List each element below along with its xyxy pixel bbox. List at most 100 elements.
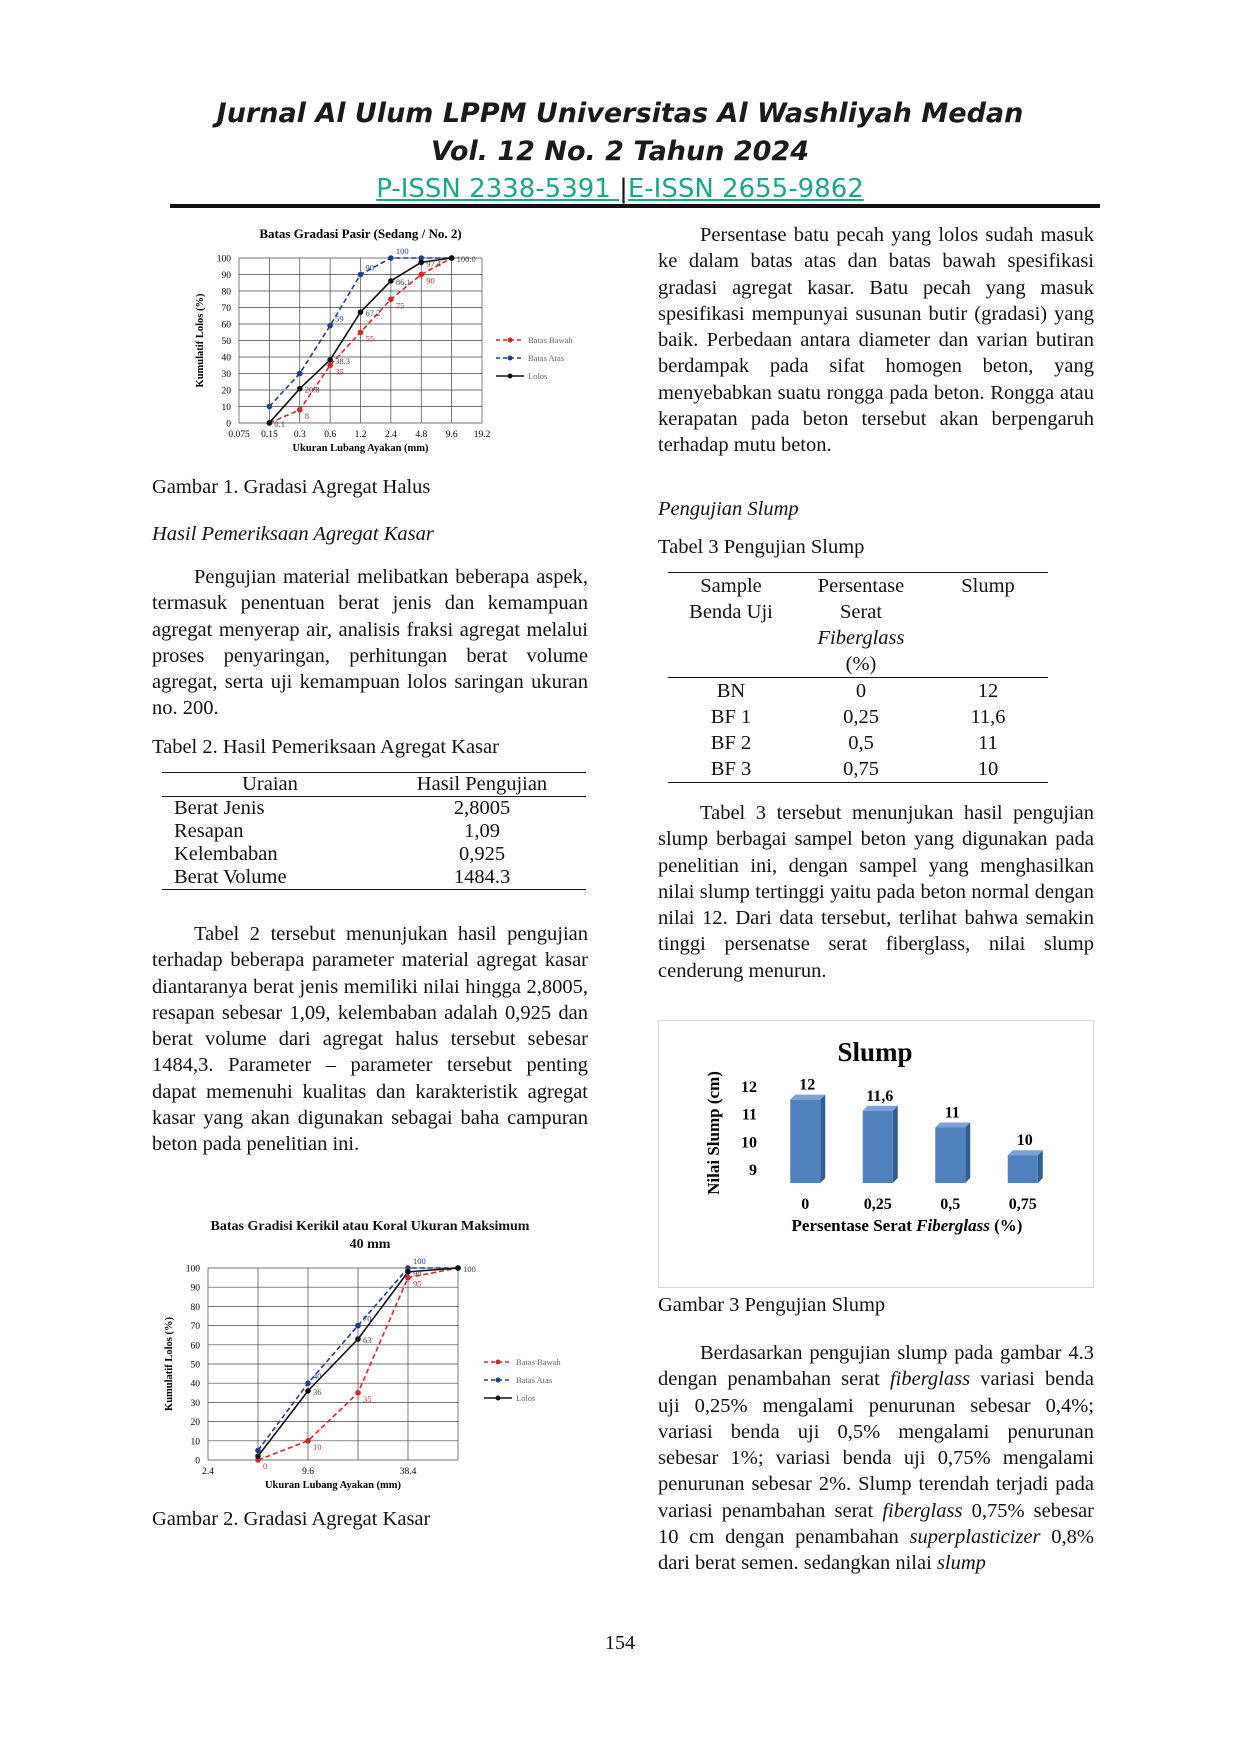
figure1-title: Batas Gradasi Pasir (Sedang / No. 2) (259, 226, 461, 241)
figure2-data-point (355, 1390, 361, 1396)
figure2-data-point (255, 1453, 261, 1459)
figure1-ytick-label: 0 (226, 420, 231, 430)
issn-separator: | (619, 174, 628, 204)
figure1-xlabel: Ukuran Lubang Ayakan (mm) (292, 443, 429, 454)
figure3-xlabel: Persentase Serat Fiberglass (%) (792, 1216, 1023, 1235)
figure2-ytick-label: 50 (191, 1361, 201, 1371)
table3-row: BF 1 0,25 11,6 (668, 704, 1048, 730)
figure3-bar-top (862, 1105, 898, 1111)
figure1-ytick-label: 50 (222, 337, 232, 347)
figure3-ytick-label: 10 (741, 1134, 757, 1151)
figure1-chart: Batas Gradasi Pasir (Sedang / No. 2) 0 10 2… (195, 226, 573, 454)
figure2-data-point (305, 1380, 311, 1386)
figure2-chart-title: Batas Gradisi Kerikil atau Koral Ukuran … (210, 1219, 530, 1252)
paragraph-table2-text: Tabel 2 tersebut menunjukan hasil penguj… (152, 923, 588, 1156)
figure1-legend-label: Batas Atas (528, 353, 564, 363)
figure1-data-point (388, 255, 394, 261)
table2-row: Resapan 1,09 (162, 820, 586, 843)
figure3-ytick-label: 12 (741, 1079, 757, 1096)
figure2-data-label: 95 (413, 1279, 422, 1289)
figure1-data-label: 75 (396, 300, 405, 310)
table3-cell-persentase: 0,25 (843, 706, 879, 728)
section-heading-kasar: Hasil Pemeriksaan Agregat Kasar (152, 523, 434, 545)
table3-header-persentase-l2: Serat (839, 601, 883, 623)
table2-cell-hasil: 2,8005 (453, 797, 511, 819)
figure1-data-point (327, 362, 333, 369)
figure1-data-point (296, 407, 303, 413)
table3-cell-slump: 11,6 (970, 706, 1006, 728)
table3-cell-sample: BF 3 (710, 758, 752, 780)
figure3-bar-side (892, 1105, 898, 1183)
figure1-data-point (266, 420, 273, 426)
figure1-data-label: 97.4 (426, 258, 442, 268)
table3-header-sample-l2: Benda Uji (689, 601, 773, 623)
page-number: 154 (605, 1632, 635, 1654)
figure1-data-point (418, 255, 425, 261)
figure2-xtick-label: 2.4 (202, 1467, 214, 1477)
figure3-xtick-label: 0 (801, 1196, 809, 1213)
table2-cell-uraian: Berat Volume (174, 866, 287, 888)
figure1-legend-label: Batas Bawah (528, 335, 573, 345)
figure3-bar-top (790, 1094, 826, 1100)
figure2-ylabel: Kumulatif Lolos (%) (164, 1317, 175, 1411)
figure3-bar-side (1037, 1150, 1043, 1183)
slump-text-3-italic: superplasticizer (909, 1526, 1041, 1549)
figure1-ytick-label: 20 (222, 387, 232, 397)
table3-row: BF 3 0,75 10 (668, 756, 1048, 783)
figure1-data-label: 35 (335, 366, 344, 376)
figure3-bar-top (935, 1122, 971, 1128)
figure1-ytick-label: 100 (217, 255, 232, 265)
figure2-data-label: 98 (413, 1268, 422, 1278)
figure1-xtick-label: 4.8 (415, 430, 427, 440)
figure1-ytick-label: 90 (222, 271, 232, 281)
table3-header-persentase-l1: Persentase (817, 575, 905, 597)
figure1-ytick-label: 70 (222, 304, 232, 314)
figure2-data-point (405, 1269, 411, 1275)
figure3-data-label: 11 (945, 1104, 960, 1121)
figure2-xtick-label: 9.6 (302, 1467, 314, 1477)
figure3-data-label: 10 (1017, 1132, 1033, 1149)
figure1-legend-marker (507, 337, 513, 343)
figure2-ytick-label: 100 (186, 1265, 201, 1275)
figure3-bar (935, 1127, 966, 1183)
paragraph-slump: Berdasarkan pengujian slump pada gambar … (658, 1340, 1094, 1577)
figure1-data-point (388, 278, 394, 284)
figure1-data-label: 86.1 (396, 277, 411, 287)
figure1-data-label: 90 (426, 276, 435, 286)
figure2-ytick-label: 80 (191, 1303, 201, 1313)
table2-cell-hasil: 1484.3 (453, 866, 511, 888)
figure2-legend-label: Lolos (516, 1393, 535, 1403)
figure3-ylabel: Nilai Slump (cm) (704, 1071, 723, 1195)
figure3-ytick-label: 9 (749, 1162, 757, 1179)
figure2-ytick-label: 0 (195, 1457, 200, 1467)
figure2-data-point (405, 1265, 411, 1271)
figure1-data-label: 0.1 (274, 419, 285, 429)
figure1-ytick-label: 10 (222, 403, 232, 413)
figure1-xtick-label: 0.3 (294, 430, 306, 440)
figure1-legend-label: Lolos (528, 371, 547, 381)
figure1-data-point (418, 271, 425, 278)
figure1-data-point (296, 370, 303, 377)
table3-cell-slump: 10 (977, 758, 999, 780)
p-issn-link[interactable]: P-ISSN 2338-5391 (376, 174, 620, 204)
figure1-data-point (327, 322, 333, 329)
journal-title: Jurnal Al Ulum LPPM Universitas Al Washl… (216, 98, 1024, 129)
table3-header-persentase-l4: (%) (845, 653, 877, 675)
figure3-xtick-label: 0,75 (1009, 1196, 1037, 1213)
figure2-xtick-label: 38.4 (400, 1467, 417, 1477)
paragraph-table3: Tabel 3 tersebut menunjukan hasil penguj… (658, 800, 1094, 984)
figure1-data-point (296, 385, 303, 392)
figure2-data-label: 70 (363, 1314, 372, 1324)
paragraph-table3-text: Tabel 3 tersebut menunjukan hasil penguj… (658, 802, 1094, 982)
slump-text-2-italic: fiberglass (882, 1499, 963, 1522)
figure3-bar-side (820, 1094, 826, 1183)
section-heading-slump: Pengujian Slump (658, 498, 799, 520)
figure1-legend-marker (507, 373, 513, 379)
figure2-legend-marker (495, 1395, 501, 1401)
slump-text-1: Berdasarkan pengujian slump pada gambar … (658, 1342, 1094, 1391)
figure2-data-point (455, 1265, 461, 1271)
paragraph-table2: Tabel 2 tersebut menunjukan hasil penguj… (152, 921, 588, 1158)
e-issn-link[interactable]: E-ISSN 2655-9862 (627, 174, 864, 204)
table2-cell-uraian: Kelembaban (174, 843, 278, 865)
figure1-data-point (448, 255, 455, 261)
